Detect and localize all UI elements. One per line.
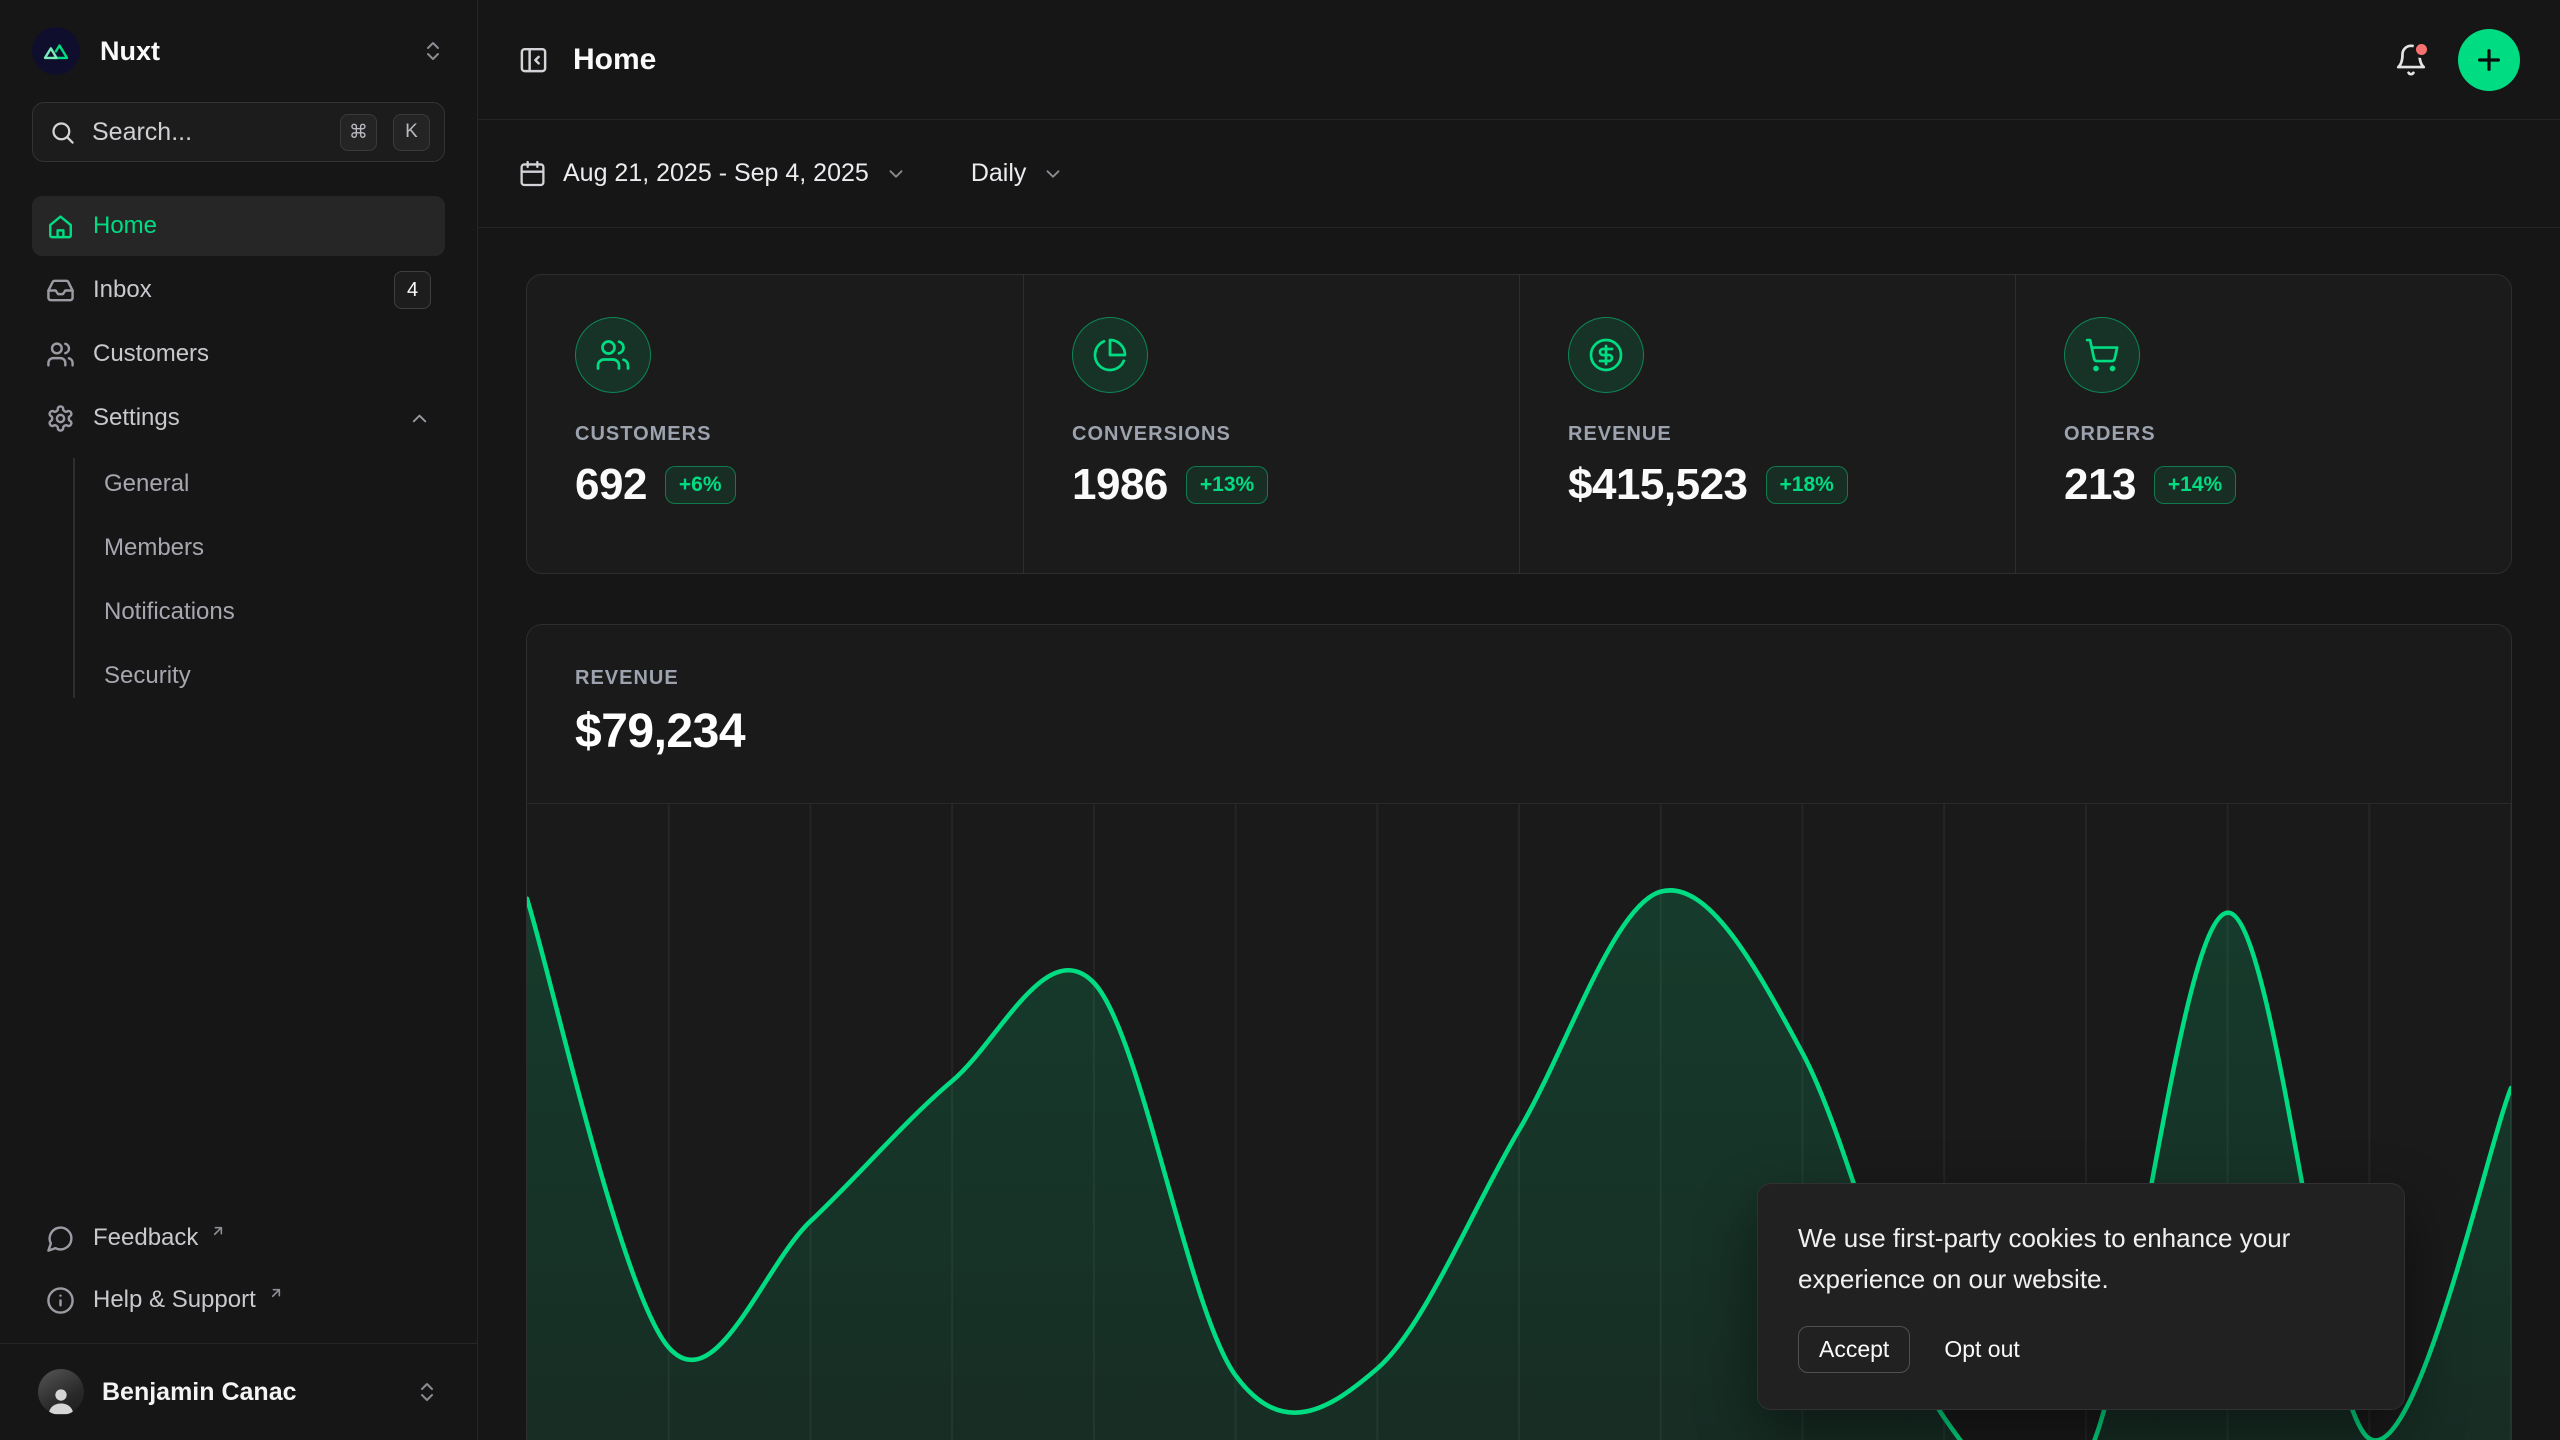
area-chart-svg bbox=[527, 804, 2511, 1440]
pie-chart-icon bbox=[1072, 317, 1148, 393]
bell-icon bbox=[2396, 44, 2426, 75]
nuxt-logo-icon bbox=[32, 27, 80, 75]
sidebar-item-members[interactable]: Members bbox=[104, 534, 205, 561]
workspace-name: Nuxt bbox=[100, 35, 160, 66]
stat-conversions: CONVERSIONS 1986 +13% bbox=[1023, 275, 1519, 573]
chevrons-up-down-icon bbox=[415, 1380, 439, 1404]
sidebar-item-label: Inbox bbox=[93, 276, 152, 303]
cookie-message: We use first-party cookies to enhance yo… bbox=[1798, 1222, 2291, 1294]
chevron-down-icon bbox=[1042, 163, 1064, 185]
stat-label: CONVERSIONS bbox=[1072, 423, 1231, 445]
notifications-button[interactable] bbox=[2394, 40, 2430, 77]
sidebar-item-general[interactable]: General bbox=[104, 470, 190, 497]
chart-total-value: $79,234 bbox=[575, 705, 746, 758]
sidebar-item-label: Customers bbox=[93, 340, 210, 367]
stats-card: CUSTOMERS 692 +6% CONVERSIONS 1986 +13% bbox=[526, 274, 2512, 574]
chevron-down-icon bbox=[885, 163, 907, 185]
search-icon bbox=[49, 119, 76, 146]
plus-icon bbox=[2478, 48, 2500, 71]
cookie-banner: We use first-party cookies to enhance yo… bbox=[1757, 1182, 2405, 1410]
stat-value: 1986 bbox=[1072, 460, 1168, 509]
message-bubble-icon bbox=[46, 1224, 75, 1253]
revenue-area-chart[interactable] bbox=[527, 803, 2511, 1440]
users-icon bbox=[575, 317, 651, 393]
stat-value: 692 bbox=[575, 460, 647, 509]
user-name: Benjamin Canac bbox=[102, 1377, 297, 1406]
shopping-cart-icon bbox=[2064, 317, 2140, 393]
users-icon bbox=[46, 340, 75, 369]
date-range-picker[interactable]: Aug 21, 2025 - Sep 4, 2025 bbox=[518, 159, 907, 188]
sidebar-nav: Home Inbox 4 Customers Settings bbox=[32, 196, 445, 708]
stat-delta-badge: +18% bbox=[1765, 466, 1848, 504]
chart-label: REVENUE bbox=[575, 667, 679, 689]
sidebar-item-label: Home bbox=[93, 212, 158, 239]
kbd-k: K bbox=[393, 113, 430, 151]
sidebar-item-notifications[interactable]: Notifications bbox=[104, 598, 235, 625]
stat-label: ORDERS bbox=[2064, 423, 2156, 445]
cookie-actions: Accept Opt out bbox=[1798, 1326, 2364, 1373]
help-support-label: Help & Support bbox=[93, 1286, 256, 1313]
revenue-chart-header: REVENUE $79,234 bbox=[527, 625, 2511, 803]
tree-guide-line bbox=[73, 458, 75, 698]
avatar bbox=[38, 1369, 84, 1415]
inbox-icon bbox=[46, 276, 75, 305]
stat-value: $415,523 bbox=[1568, 460, 1748, 509]
stat-delta-badge: +14% bbox=[2153, 466, 2237, 504]
external-link-icon bbox=[268, 1285, 284, 1301]
main-panel: Home Aug 21, 2025 - Sep 4, 2025 Da bbox=[478, 0, 2560, 1440]
inbox-count-badge: 4 bbox=[394, 271, 431, 309]
period-select[interactable]: Daily bbox=[971, 159, 1065, 188]
stat-customers: CUSTOMERS 692 +6% bbox=[527, 275, 1023, 573]
sidebar-item-settings[interactable]: Settings bbox=[32, 388, 445, 448]
stat-delta-badge: +6% bbox=[664, 466, 736, 504]
search-box[interactable]: ⌘ K bbox=[32, 102, 445, 162]
stat-revenue: REVENUE $415,523 +18% bbox=[1519, 275, 2015, 573]
period-label: Daily bbox=[970, 159, 1027, 187]
sidebar-divider bbox=[0, 1343, 477, 1344]
accept-button[interactable]: Accept bbox=[1798, 1326, 1911, 1373]
sidebar-item-customers[interactable]: Customers bbox=[32, 324, 445, 384]
header-actions bbox=[2394, 28, 2520, 91]
sidebar-item-label: Settings bbox=[93, 404, 180, 431]
sidebar-item-inbox[interactable]: Inbox 4 bbox=[32, 260, 445, 320]
circle-dollar-icon bbox=[1568, 317, 1644, 393]
chevrons-up-down-icon bbox=[421, 39, 445, 63]
sidebar: Nuxt ⌘ K Home Inbox 4 bbox=[0, 0, 478, 1440]
date-range-label: Aug 21, 2025 - Sep 4, 2025 bbox=[563, 159, 869, 187]
chevron-up-icon bbox=[408, 407, 431, 430]
notification-dot bbox=[2413, 40, 2430, 58]
panel-left-close-icon bbox=[520, 47, 547, 73]
sidebar-item-security[interactable]: Security bbox=[104, 662, 191, 689]
opt-out-button[interactable]: Opt out bbox=[1940, 1327, 2023, 1372]
new-item-button[interactable] bbox=[2458, 28, 2520, 91]
filter-toolbar: Aug 21, 2025 - Sep 4, 2025 Daily bbox=[478, 120, 2560, 228]
help-support-link[interactable]: Help & Support bbox=[32, 1269, 445, 1331]
settings-sub-list: General Members Notifications Security bbox=[32, 452, 445, 708]
sidebar-footer: Feedback Help & Support Benjamin Canac bbox=[0, 1207, 477, 1440]
external-link-icon bbox=[210, 1223, 226, 1239]
info-circle-icon bbox=[46, 1286, 75, 1315]
kbd-cmd: ⌘ bbox=[340, 113, 377, 151]
workspace-switcher[interactable]: Nuxt bbox=[32, 0, 445, 102]
page-title: Home bbox=[573, 42, 657, 76]
user-menu[interactable]: Benjamin Canac bbox=[32, 1344, 445, 1440]
sidebar-collapse-button[interactable] bbox=[518, 44, 549, 75]
feedback-label: Feedback bbox=[93, 1224, 199, 1251]
home-icon bbox=[46, 212, 75, 241]
feedback-link[interactable]: Feedback bbox=[32, 1207, 445, 1269]
dashboard-content: CUSTOMERS 692 +6% CONVERSIONS 1986 +13% bbox=[478, 228, 2560, 1440]
app-header: Home bbox=[478, 0, 2560, 120]
calendar-icon bbox=[518, 159, 547, 188]
sidebar-item-home[interactable]: Home bbox=[32, 196, 445, 256]
search-input[interactable] bbox=[92, 117, 324, 147]
stat-label: CUSTOMERS bbox=[575, 423, 712, 445]
stat-label: REVENUE bbox=[1568, 423, 1672, 445]
gear-icon bbox=[46, 404, 75, 433]
stat-orders: ORDERS 213 +14% bbox=[2015, 275, 2511, 573]
stat-delta-badge: +13% bbox=[1185, 466, 1269, 504]
stat-value: 213 bbox=[2064, 460, 2136, 509]
